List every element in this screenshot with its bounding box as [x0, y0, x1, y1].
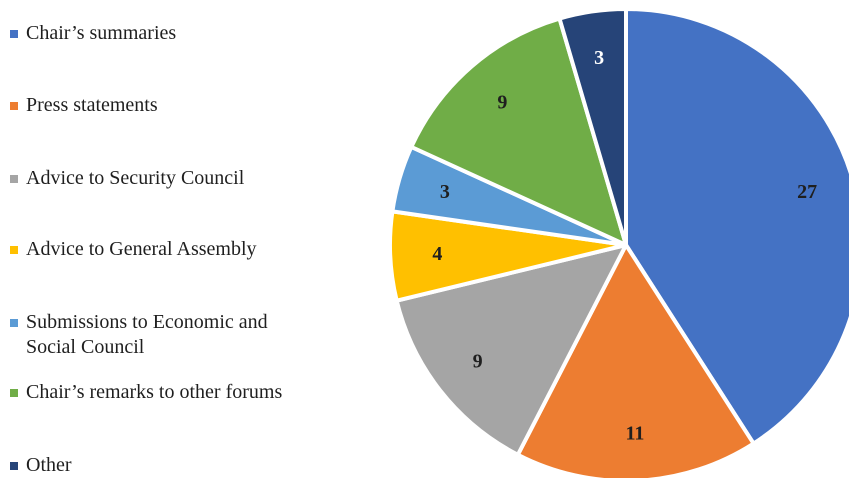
legend-swatch: [10, 389, 18, 397]
legend-item: Chair’s summaries: [10, 21, 176, 46]
legend-item: Chair’s remarks to other forums: [10, 380, 282, 405]
legend-item: Advice to Security Council: [10, 166, 244, 191]
legend-swatch: [10, 102, 18, 110]
legend-swatch: [10, 246, 18, 254]
legend-item: Submissions to Economic and Social Counc…: [10, 310, 268, 360]
legend-swatch: [10, 175, 18, 183]
slice-data-label: 9: [473, 351, 483, 373]
legend-label: Chair’s summaries: [26, 22, 177, 44]
legend-item: Press statements: [10, 93, 158, 118]
slice-data-label: 3: [440, 181, 450, 203]
pie-slice: [394, 243, 628, 457]
legend-label: Other: [26, 454, 72, 476]
slice-data-label: 11: [626, 423, 645, 445]
legend-swatch: [10, 319, 18, 327]
pie-slice: [409, 16, 628, 247]
slice-data-label: 3: [594, 47, 604, 69]
slice-data-label: 4: [432, 243, 442, 265]
legend-label: Press statements: [26, 94, 158, 116]
legend-label: Advice to Security Council: [26, 167, 245, 189]
pie-slice: [557, 7, 628, 247]
legend-label: Chair’s remarks to other forums: [26, 381, 283, 403]
slice-data-label: 27: [797, 181, 817, 203]
legend-label: Advice to General Assembly: [26, 238, 257, 260]
legend: Chair’s summaries Press statements Advic…: [10, 0, 350, 478]
slice-data-label: 9: [497, 91, 507, 113]
legend-item: Other: [10, 453, 72, 478]
legend-label: Submissions to Economic and Social Counc…: [26, 311, 268, 358]
pie-slice: [515, 243, 756, 478]
pie-slice: [624, 7, 849, 446]
legend-swatch: [10, 462, 18, 470]
legend-swatch: [10, 30, 18, 38]
legend-item: Advice to General Assembly: [10, 237, 257, 262]
